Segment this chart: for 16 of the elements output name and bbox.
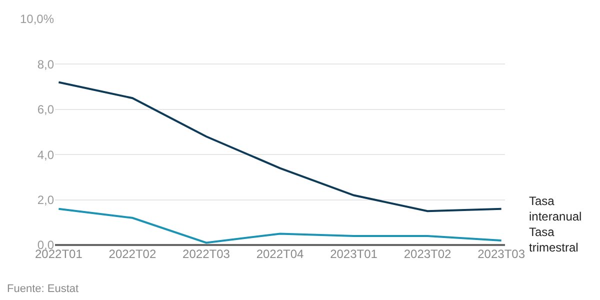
- x-tick-label: 2023T01: [330, 247, 378, 261]
- y-tick-label: 10,0%: [20, 12, 54, 26]
- text: Tasa trimestral: [529, 225, 578, 255]
- y-tick-label: 2,0: [37, 193, 54, 207]
- text: Tasa interanual: [529, 194, 582, 224]
- line-series: [58, 81, 502, 212]
- x-tick-label: 2022T03: [182, 247, 230, 261]
- y-tick-label: 6,0: [37, 102, 54, 117]
- y-tick-label: 8,0: [37, 57, 54, 72]
- source-note: Fuente: Eustat: [7, 283, 79, 295]
- x-tick-label: 2023T03: [478, 247, 526, 261]
- line-series: [58, 208, 502, 244]
- x-tick-label: 2022T04: [256, 247, 304, 261]
- x-tick-label: 2023T02: [404, 247, 452, 261]
- y-tick-label: 4,0: [37, 148, 54, 162]
- x-tick-label: 2022T02: [108, 247, 156, 261]
